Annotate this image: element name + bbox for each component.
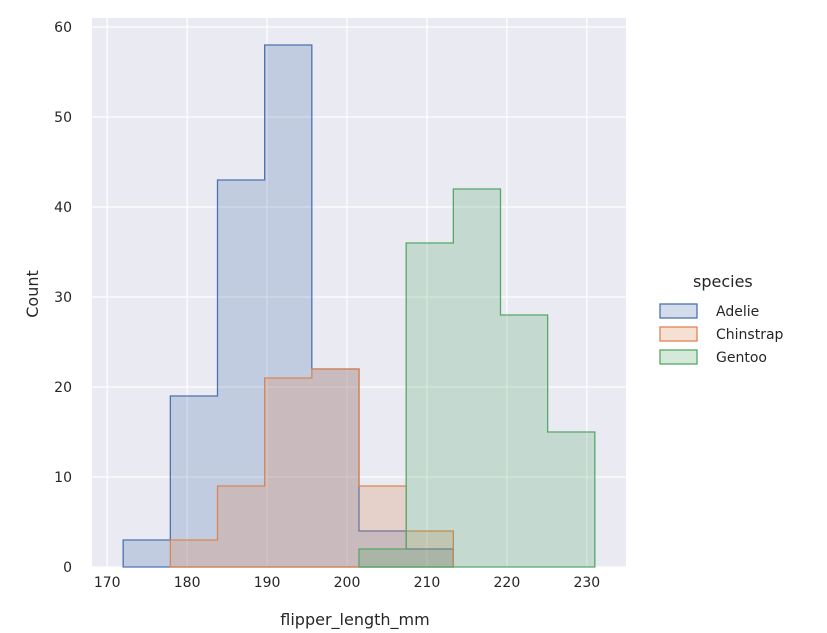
y-tick-label: 40 — [54, 200, 72, 216]
legend-label-gentoo: Gentoo — [716, 350, 767, 366]
x-tick-label: 170 — [94, 575, 121, 591]
histogram-step-chinstrap — [169, 368, 454, 568]
y-tick-label: 0 — [63, 560, 72, 576]
y-axis-label: Count — [23, 270, 42, 318]
histogram-series — [122, 44, 596, 568]
series-adelie — [122, 44, 454, 568]
series-chinstrap — [169, 368, 454, 568]
legend: species Adelie Chinstrap Gentoo — [659, 272, 784, 366]
series-gentoo — [358, 188, 596, 568]
x-tick-label: 230 — [573, 575, 600, 591]
histogram-step-adelie — [122, 44, 454, 568]
legend-label-chinstrap: Chinstrap — [716, 327, 784, 343]
y-tick-label: 50 — [54, 110, 72, 126]
x-gridlines — [106, 18, 588, 567]
x-tick-label: 210 — [414, 575, 441, 591]
y-tick-labels: 0 10 20 30 40 50 60 — [54, 20, 72, 576]
x-tick-labels: 170 180 190 200 210 220 230 — [94, 575, 600, 591]
histogram-step-gentoo — [358, 188, 596, 568]
y-tick-label: 10 — [54, 470, 72, 486]
y-tick-label: 20 — [54, 380, 72, 396]
y-tick-label: 30 — [54, 290, 72, 306]
legend-swatch-gentoo — [659, 349, 698, 365]
x-tick-label: 220 — [494, 575, 521, 591]
legend-label-adelie: Adelie — [716, 304, 759, 320]
y-tick-label: 60 — [54, 20, 72, 36]
x-axis-label: flipper_length_mm — [280, 610, 429, 630]
x-tick-label: 190 — [254, 575, 281, 591]
x-tick-label: 200 — [334, 575, 361, 591]
x-tick-label: 180 — [174, 575, 201, 591]
legend-title: species — [693, 272, 753, 291]
legend-swatch-chinstrap — [659, 326, 698, 342]
legend-swatch-adelie — [659, 303, 698, 319]
